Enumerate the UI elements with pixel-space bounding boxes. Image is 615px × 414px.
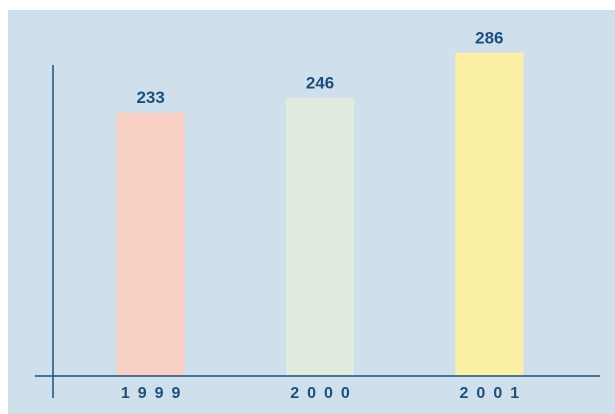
x-tick-label: 2001 [460,385,528,402]
bar [116,112,185,377]
x-tick-label: 1999 [121,385,189,402]
bar [455,52,524,376]
bar [286,98,354,377]
value-label: 246 [306,74,334,93]
value-label: 233 [136,88,164,107]
value-label: 286 [475,28,503,47]
x-tick-label: 2000 [290,385,358,402]
